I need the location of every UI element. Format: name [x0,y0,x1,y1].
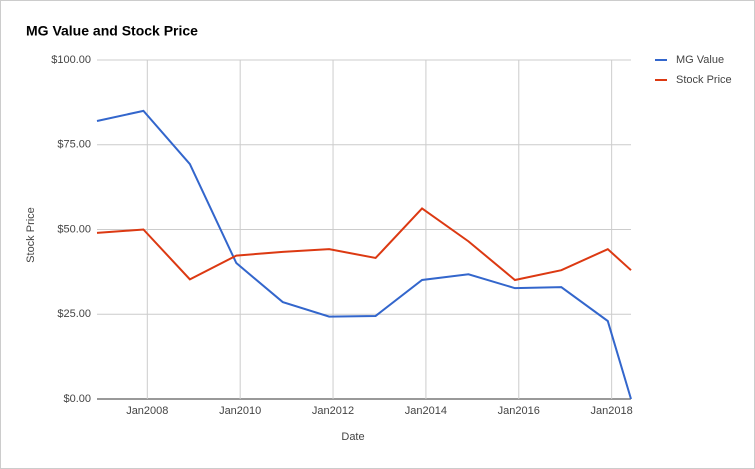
y-tick-label: $75.00 [57,139,91,151]
y-axis-label: Stock Price [25,207,37,263]
y-tick-label: $50.00 [57,223,91,235]
x-tick-label: Jan2008 [126,405,168,417]
x-axis-label: Date [341,431,364,443]
legend-label: Stock Price [676,74,732,86]
x-tick-label: Jan2014 [405,405,447,417]
y-tick-label: $0.00 [63,393,91,405]
chart-title: MG Value and Stock Price [26,23,198,39]
x-tick-label: Jan2010 [219,405,261,417]
y-tick-label: $25.00 [57,308,91,320]
x-tick-label: Jan2018 [591,405,633,417]
x-tick-label: Jan2016 [498,405,540,417]
y-tick-label: $100.00 [51,54,91,66]
data-line [96,207,632,282]
legend-label: MG Value [676,54,724,66]
x-tick-label: Jan2012 [312,405,354,417]
data-line [96,109,632,400]
